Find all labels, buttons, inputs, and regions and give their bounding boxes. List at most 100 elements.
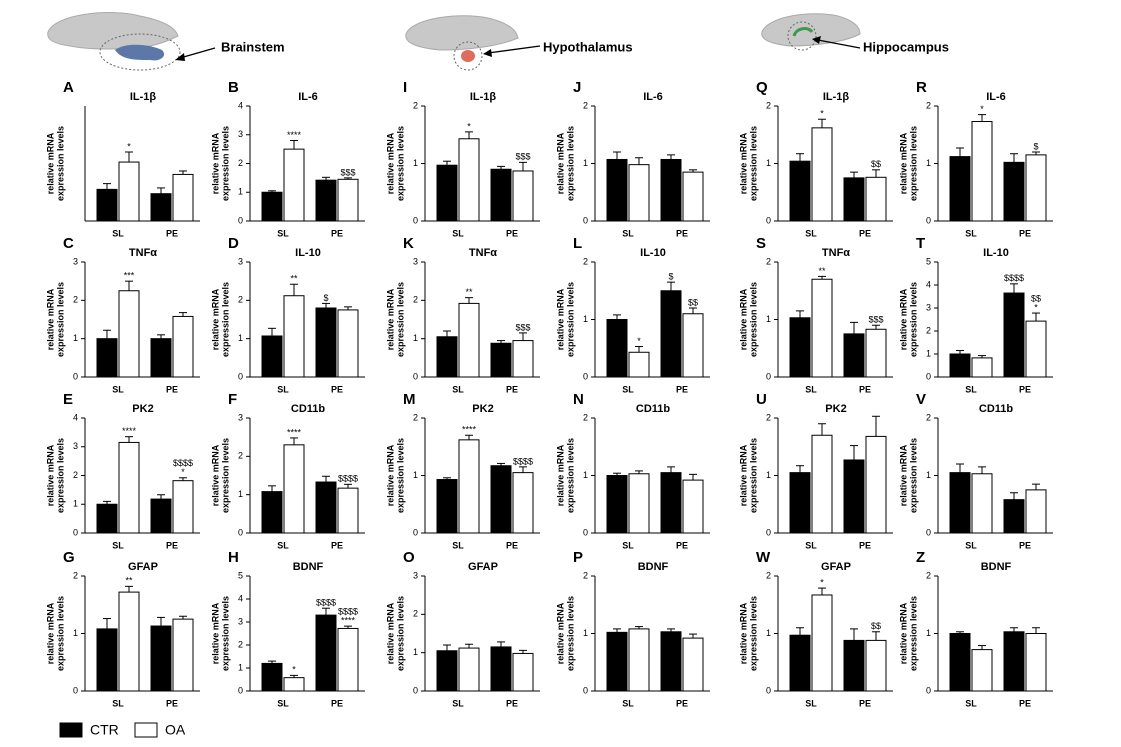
y-tick-label: 0: [73, 371, 78, 381]
y-tick-label: 0: [413, 215, 418, 225]
y-axis-label: relative mRNA: [385, 444, 395, 506]
y-tick-label: 0: [766, 371, 771, 381]
y-axis-label: expression levels: [908, 438, 918, 513]
y-tick-label: 2: [766, 570, 771, 580]
x-tick-label: SL: [965, 698, 977, 708]
bar: [1003, 631, 1025, 692]
bar: [789, 472, 811, 534]
bar: [512, 340, 534, 378]
bar: [261, 191, 283, 222]
y-tick-label: 0: [583, 685, 588, 695]
bar: [337, 309, 359, 378]
y-tick-label: 3: [413, 256, 418, 266]
y-axis-label: relative mRNA: [385, 602, 395, 664]
y-tick-label: 2: [583, 412, 588, 422]
y-tick-label: 0: [238, 215, 243, 225]
bar: [660, 472, 682, 534]
x-tick-label: SL: [277, 384, 289, 394]
y-tick-label: 1: [238, 489, 243, 499]
bar: [490, 168, 512, 222]
y-axis-label: relative mRNA: [45, 602, 55, 664]
bar: [811, 434, 833, 534]
y-tick-label: 0: [73, 685, 78, 695]
bar: [150, 498, 172, 534]
y-axis-label: expression levels: [748, 438, 758, 513]
y-tick-label: 2: [413, 295, 418, 305]
y-tick-label: 0: [238, 685, 243, 695]
bar: [458, 439, 480, 534]
x-tick-label: PE: [506, 540, 518, 550]
chart-title: IL-6: [643, 91, 663, 103]
bar: [172, 618, 194, 692]
x-tick-label: PE: [166, 228, 178, 238]
bar: [628, 351, 650, 378]
bar: [971, 357, 993, 378]
y-tick-label: 1: [238, 662, 243, 672]
significance-label: $$$: [515, 322, 530, 332]
significance-label: $$$: [868, 315, 883, 325]
y-tick-label: 1: [583, 158, 588, 168]
y-tick-label: 2: [73, 295, 78, 305]
x-tick-label: SL: [965, 384, 977, 394]
y-axis-label: relative mRNA: [45, 444, 55, 506]
legend-label: OA: [165, 722, 186, 738]
y-axis-label: expression levels: [395, 282, 405, 357]
significance-label: $: [1033, 141, 1038, 151]
bar: [490, 646, 512, 692]
y-tick-label: 0: [73, 527, 78, 537]
y-tick-label: 2: [766, 100, 771, 110]
y-tick-label: 2: [583, 100, 588, 110]
significance-label: ****: [287, 130, 302, 140]
y-axis-label: relative mRNA: [898, 444, 908, 506]
panel-letter: C: [63, 235, 74, 252]
y-axis-label: expression levels: [220, 282, 230, 357]
y-tick-label: 4: [238, 100, 243, 110]
x-tick-label: SL: [112, 698, 124, 708]
y-tick-label: 3: [238, 129, 243, 139]
y-tick-label: 0: [238, 527, 243, 537]
panel-letter: R: [916, 79, 927, 96]
chart-title: BDNF: [293, 561, 324, 573]
x-tick-label: PE: [166, 540, 178, 550]
bar: [118, 290, 140, 378]
y-tick-label: 1: [926, 470, 931, 480]
bar: [811, 127, 833, 222]
bar: [865, 176, 887, 222]
significance-label: *: [292, 665, 296, 675]
y-tick-label: 2: [926, 325, 931, 335]
y-tick-label: 2: [766, 412, 771, 422]
chart-title: PK2: [472, 403, 493, 415]
y-tick-label: 0: [766, 215, 771, 225]
significance-label: $$$$: [316, 598, 336, 608]
bar: [949, 156, 971, 222]
y-tick-label: 1: [73, 628, 78, 638]
y-axis-label: expression levels: [565, 438, 575, 513]
y-tick-label: 2: [413, 100, 418, 110]
bar: [436, 336, 458, 378]
y-tick-label: 1: [766, 470, 771, 480]
chart-title: GFAP: [821, 561, 851, 573]
y-tick-label: 0: [413, 685, 418, 695]
chart-title: IL-1β: [470, 91, 497, 103]
bar: [606, 319, 628, 378]
chart-title: IL-6: [986, 91, 1006, 103]
y-axis-label: expression levels: [55, 438, 65, 513]
bar: [843, 639, 865, 692]
y-axis-label: relative mRNA: [898, 602, 908, 664]
y-tick-label: 3: [926, 302, 931, 312]
y-axis-label: expression levels: [748, 126, 758, 201]
significance-label: ****: [462, 425, 477, 435]
region-label: Brainstem: [221, 39, 285, 54]
panel-letter: J: [573, 79, 581, 96]
bar: [628, 164, 650, 222]
y-axis-label: expression levels: [748, 596, 758, 671]
panel-letter: F: [228, 391, 237, 408]
bar: [150, 193, 172, 222]
chart-title: TNFα: [822, 247, 850, 259]
bar: [811, 594, 833, 692]
bar: [1025, 320, 1047, 378]
significance-label: *: [467, 121, 471, 131]
y-tick-label: 1: [583, 470, 588, 480]
y-axis-label: expression levels: [395, 596, 405, 671]
y-tick-label: 1: [926, 628, 931, 638]
